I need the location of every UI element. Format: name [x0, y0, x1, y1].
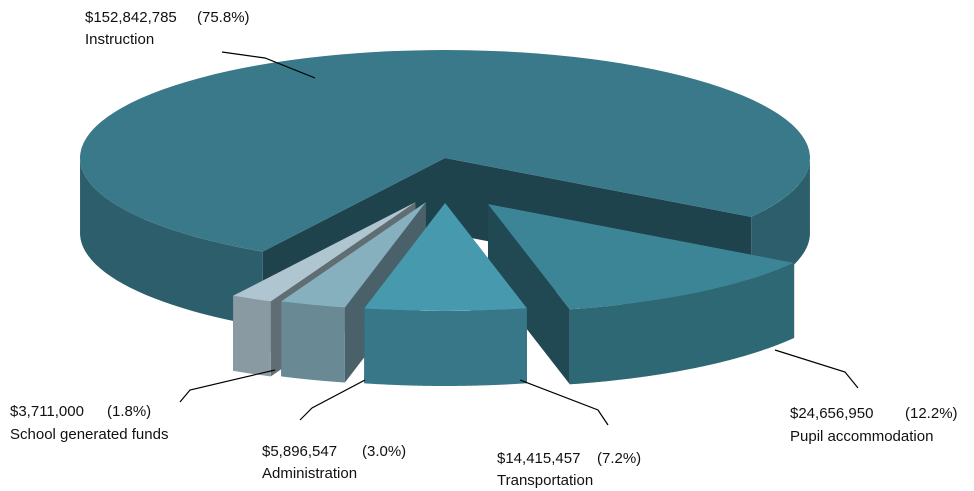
slice — [364, 202, 527, 386]
slice-wall — [364, 308, 527, 386]
percent-label: (75.8%) — [197, 9, 250, 26]
leader-line — [221, 51, 316, 79]
slice-top — [487, 204, 795, 310]
category-label: Transportation — [497, 472, 593, 489]
leader-line — [519, 379, 609, 426]
leader-line — [774, 349, 859, 389]
slice-top — [364, 202, 527, 311]
category-label: School generated funds — [10, 426, 168, 443]
category-label: Instruction — [85, 31, 154, 48]
value-label: $14,415,457 — [497, 450, 580, 467]
slice-wall — [233, 295, 271, 377]
slice-wall — [569, 262, 795, 385]
value-label: $5,896,547 — [262, 443, 337, 460]
category-label: Administration — [262, 465, 357, 482]
slice-wall — [80, 159, 263, 327]
slice-wall — [281, 301, 345, 383]
pie — [80, 50, 810, 386]
category-label: Pupil accommodation — [790, 428, 933, 445]
slice — [487, 204, 795, 385]
slice-top — [233, 202, 416, 302]
percent-label: (7.2%) — [597, 450, 641, 467]
leader-line — [299, 379, 366, 421]
value-label: $3,711,000 — [10, 403, 84, 420]
slice-top — [281, 202, 426, 308]
percent-label: (3.0%) — [362, 443, 406, 460]
value-label: $152,842,785 — [85, 9, 177, 26]
slice-side — [487, 204, 570, 385]
slice-top — [80, 50, 810, 252]
value-label: $24,656,950 — [790, 405, 873, 422]
labels: $24,656,950 (12.2%) Pupil accommodation $14… — [10, 9, 958, 489]
percent-label: (12.2%) — [905, 405, 958, 422]
leader-line — [179, 369, 276, 403]
percent-label: (1.8%) — [107, 403, 151, 420]
